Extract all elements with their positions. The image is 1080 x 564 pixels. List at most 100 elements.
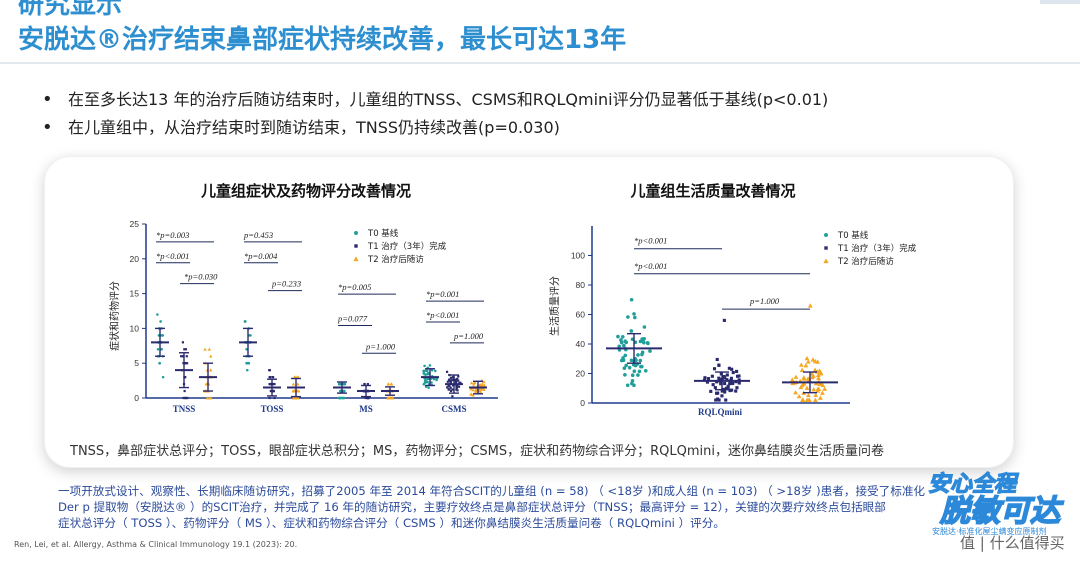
data-point bbox=[342, 382, 345, 386]
data-point bbox=[339, 389, 342, 393]
data-point bbox=[634, 358, 638, 363]
y-tick-label: 20 bbox=[576, 369, 586, 379]
y-tick-label: 20 bbox=[130, 254, 140, 264]
data-point bbox=[723, 390, 727, 394]
data-point bbox=[638, 339, 643, 344]
p-value-label: *p<0.001 bbox=[634, 236, 667, 246]
data-point bbox=[456, 389, 459, 392]
data-point bbox=[714, 398, 718, 402]
data-point bbox=[725, 386, 729, 390]
data-point bbox=[469, 381, 474, 385]
data-point bbox=[446, 380, 449, 383]
data-point bbox=[822, 386, 828, 391]
legend-label: T2 治疗后随访 bbox=[367, 254, 424, 265]
description-line: 症状总评分（ TOSS ）、药物评分（ MS ）、症状和药物综合评分（ CSMS… bbox=[58, 516, 725, 530]
data-point bbox=[793, 374, 799, 379]
data-point bbox=[482, 380, 486, 384]
data-point bbox=[629, 329, 634, 333]
data-point bbox=[622, 366, 627, 370]
citation: Ren, Lei, et al. Allergy, Asthma & Clini… bbox=[14, 540, 298, 549]
data-point bbox=[456, 384, 459, 388]
x-category-label: CSMS bbox=[441, 404, 466, 414]
data-point bbox=[729, 381, 733, 385]
data-point bbox=[735, 374, 740, 378]
data-point bbox=[793, 390, 798, 395]
data-point bbox=[623, 339, 628, 344]
legend-marker bbox=[353, 256, 359, 262]
data-point bbox=[337, 396, 341, 400]
brand-logo: 安心全程 脱敏可达 安脱达·标准化屋尘螨变应原制剂 bbox=[922, 466, 1080, 564]
data-point bbox=[471, 388, 475, 392]
data-point bbox=[205, 396, 210, 400]
data-point bbox=[424, 373, 427, 376]
data-point bbox=[246, 368, 249, 372]
p-value-label: *p=0.030 bbox=[184, 272, 218, 282]
data-point bbox=[725, 373, 729, 377]
data-point bbox=[806, 397, 812, 402]
data-point bbox=[159, 320, 162, 323]
data-point bbox=[818, 371, 824, 376]
data-point bbox=[366, 382, 369, 386]
data-point bbox=[796, 393, 802, 399]
data-point bbox=[735, 386, 739, 390]
data-point bbox=[640, 352, 644, 357]
data-point bbox=[726, 384, 730, 388]
y-tick-label: 100 bbox=[571, 251, 585, 261]
data-point bbox=[630, 373, 635, 377]
data-point bbox=[469, 392, 473, 396]
p-value-label: *p<0.001 bbox=[156, 251, 189, 261]
p-value-label: *p=0.005 bbox=[338, 282, 371, 292]
finding-item: 在儿童组中，从治疗结束时到随访结束，TNSS仍持续改善(p=0.030) bbox=[38, 114, 828, 142]
legend-label: T0 基线 bbox=[367, 228, 399, 239]
data-point bbox=[728, 389, 732, 393]
data-point bbox=[156, 313, 159, 316]
data-point bbox=[454, 381, 457, 384]
data-point bbox=[636, 353, 640, 357]
p-value-label: *p=0.003 bbox=[156, 230, 189, 240]
data-point bbox=[625, 383, 630, 388]
data-point bbox=[292, 396, 296, 400]
y-tick-label: 40 bbox=[576, 339, 586, 349]
data-point bbox=[445, 370, 449, 373]
data-point bbox=[646, 341, 650, 346]
data-point bbox=[156, 348, 160, 351]
data-point bbox=[623, 353, 628, 358]
logo-text-line2: 脱敏可达 bbox=[939, 493, 1061, 530]
p-value-label: *p<0.001 bbox=[426, 310, 459, 320]
title-divider bbox=[0, 62, 1080, 64]
data-point bbox=[478, 390, 483, 394]
data-point bbox=[804, 385, 810, 390]
data-point bbox=[472, 380, 477, 384]
legend-marker bbox=[824, 233, 828, 237]
data-point bbox=[181, 341, 185, 344]
legend-marker bbox=[824, 246, 828, 250]
data-point bbox=[454, 378, 457, 381]
data-point bbox=[819, 390, 825, 395]
data-point bbox=[479, 383, 483, 387]
data-point bbox=[296, 382, 300, 386]
data-point bbox=[422, 369, 425, 373]
legend-label: T1 治疗（3年）完成 bbox=[837, 243, 917, 254]
data-point bbox=[451, 376, 455, 379]
data-point bbox=[726, 386, 730, 391]
data-point bbox=[161, 334, 165, 337]
data-point bbox=[391, 396, 395, 400]
data-point bbox=[642, 336, 646, 341]
data-point bbox=[273, 382, 276, 386]
data-point bbox=[617, 344, 621, 349]
data-point bbox=[456, 377, 459, 380]
x-category-label: TOSS bbox=[261, 404, 284, 414]
data-point bbox=[449, 386, 452, 389]
y-tick-label: 15 bbox=[130, 289, 140, 299]
data-point bbox=[185, 362, 189, 365]
data-point bbox=[449, 376, 453, 379]
p-value-label: p=1.000 bbox=[453, 331, 484, 341]
legend-marker bbox=[823, 258, 829, 264]
description-line: 一项开放式设计、观察性、长期临床随访研究，招募了2005 年至 2014 年符合… bbox=[58, 484, 926, 498]
data-point bbox=[648, 349, 652, 353]
data-point bbox=[428, 364, 432, 367]
data-point bbox=[161, 375, 165, 379]
data-point bbox=[422, 382, 426, 386]
data-point bbox=[810, 357, 816, 362]
data-point bbox=[249, 334, 252, 337]
